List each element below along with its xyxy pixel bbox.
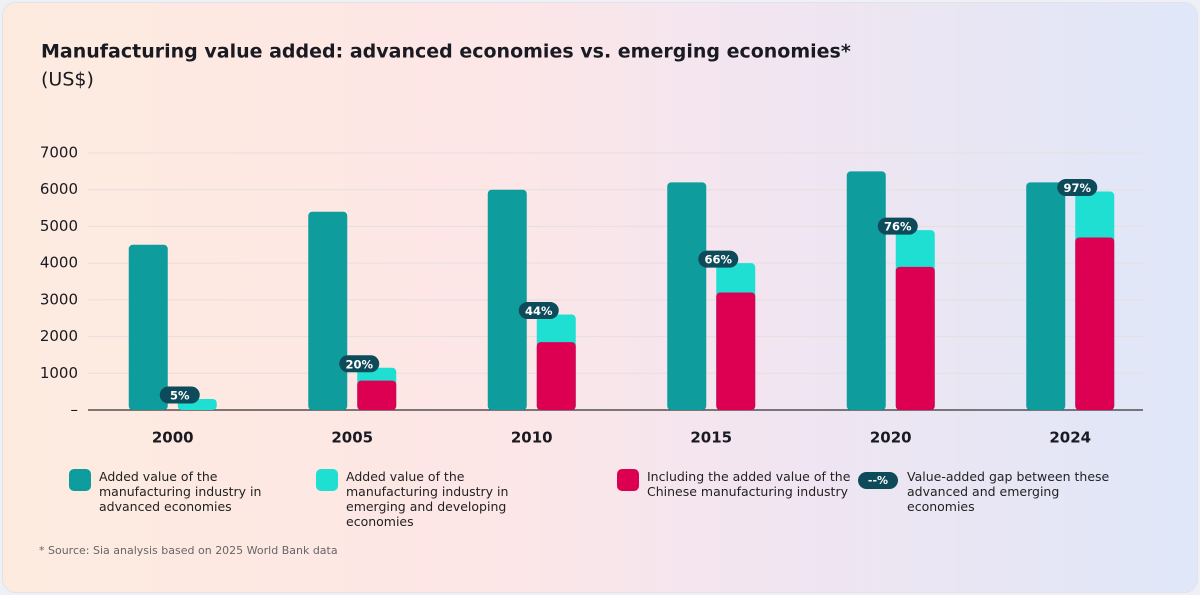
y-tick-label: 5000	[40, 217, 78, 235]
legend-item: Added value of the manufacturing industr…	[69, 469, 309, 514]
legend-label: Value-added gap between these advanced a…	[907, 469, 1110, 514]
x-tick-label: 2024	[1049, 429, 1091, 447]
gap-pill	[877, 217, 918, 235]
y-tick-label: 2000	[40, 327, 78, 345]
legend-marker	[69, 469, 91, 491]
gap-pill	[1057, 179, 1098, 197]
legend-marker	[316, 469, 338, 491]
bar	[667, 182, 707, 410]
legend-label: Added value of the manufacturing industr…	[346, 469, 509, 529]
x-tick-label: 2020	[870, 429, 912, 447]
bar	[308, 211, 348, 410]
legend-label: Including the added value of the Chinese…	[647, 469, 851, 499]
y-tick-label: –	[71, 401, 79, 419]
chart-title: Manufacturing value added: advanced econ…	[41, 41, 851, 63]
bar	[1075, 237, 1115, 410]
x-tick-label: 2015	[690, 429, 732, 447]
legend-marker: --%	[858, 472, 898, 489]
x-tick-label: 2000	[152, 429, 194, 447]
bar	[1026, 182, 1066, 410]
bar	[716, 292, 756, 410]
y-tick-label: 6000	[40, 180, 78, 198]
gap-label: 76%	[884, 220, 912, 234]
x-tick-label: 2010	[511, 429, 553, 447]
y-tick-label: 7000	[40, 144, 78, 162]
chart: Manufacturing value added: advanced econ…	[39, 41, 1143, 557]
bar	[357, 380, 397, 410]
footnote: * Source: Sia analysis based on 2025 Wor…	[39, 544, 338, 557]
y-tick-label: 1000	[40, 364, 78, 382]
gap-pill	[339, 355, 380, 373]
gap-label: 44%	[525, 304, 553, 318]
chart-subtitle: (US$)	[41, 69, 94, 91]
bar	[128, 244, 168, 410]
gap-label: 5%	[170, 388, 190, 402]
legend-item: --% Value-added gap between these advance…	[858, 469, 1127, 514]
x-tick-label: 2005	[331, 429, 373, 447]
legend-marker	[617, 469, 639, 491]
gap-pill	[159, 386, 200, 404]
bar	[536, 342, 576, 410]
gap-pill	[518, 302, 559, 320]
gap-label: 97%	[1063, 181, 1091, 195]
y-tick-label: 4000	[40, 254, 78, 272]
legend-item: Added value of the manufacturing industr…	[316, 469, 556, 529]
legend-item: Including the added value of the Chinese…	[617, 469, 857, 499]
y-tick-label: 3000	[40, 290, 78, 308]
legend-label: Added value of the manufacturing industr…	[99, 469, 262, 514]
bar	[487, 189, 527, 410]
gap-label: 66%	[704, 253, 732, 267]
gap-pill	[698, 250, 739, 268]
bar	[846, 171, 886, 410]
bar	[895, 266, 935, 410]
gap-label: 20%	[345, 357, 373, 371]
